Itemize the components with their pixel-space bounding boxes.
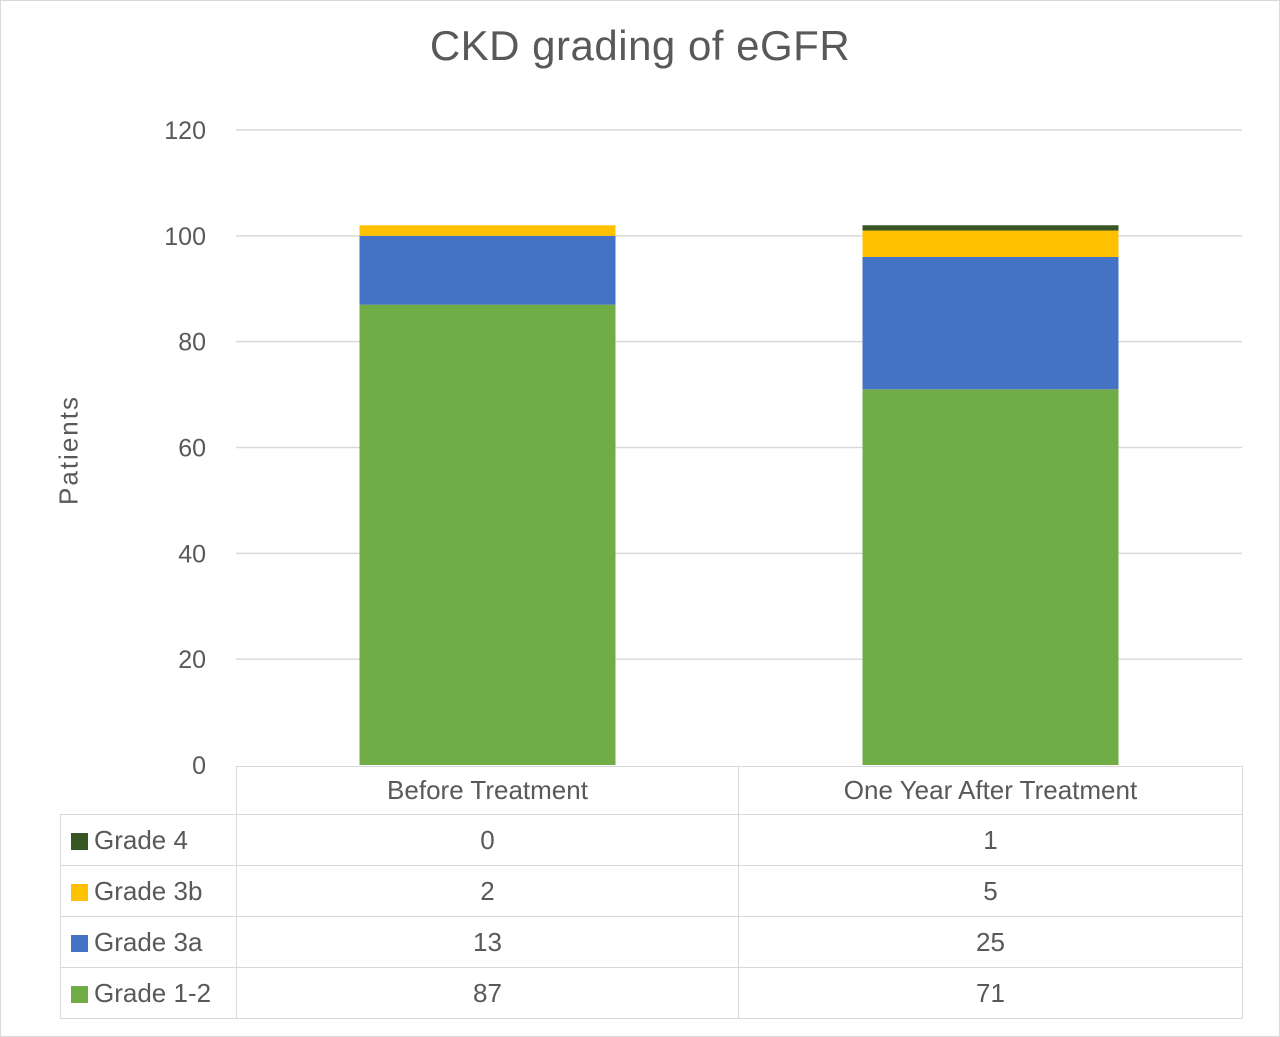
bar-segment [359,235,616,305]
bar-segment [359,304,616,765]
bar-segment [862,225,1119,231]
table-row: Grade 1-2 87 71 [60,967,1243,1019]
legend-swatch [71,883,88,901]
legend-entry: Grade 4 [60,814,237,866]
legend-swatch [71,985,88,1003]
table-row: Grade 3a 13 25 [60,916,1243,968]
legend-swatch [71,832,88,850]
data-label: 0 [236,814,739,866]
y-tick-label: 80 [178,329,206,357]
bar-segment [359,225,616,236]
legend-label: Grade 4 [94,824,188,855]
data-label: 2 [236,865,739,917]
bar-segment [862,257,1119,390]
data-label: 71 [738,967,1243,1019]
y-tick-label: 40 [178,540,206,568]
table-corner [60,766,237,815]
data-table: Before Treatment One Year After Treatment… [60,766,1243,1019]
y-tick-label: 100 [164,223,206,251]
data-label: 25 [738,916,1243,968]
bar-segment [862,389,1119,765]
x-tick-label: One Year After Treatment [738,766,1243,815]
chart-title: CKD grading of eGFR [429,22,851,69]
data-label: 1 [738,814,1243,866]
legend-entry: Grade 3a [60,916,237,968]
data-label: 87 [236,967,739,1019]
y-tick-label: 120 [164,117,206,145]
legend-label: Grade 3a [94,926,203,957]
legend-label: Grade 3b [94,875,203,906]
y-tick-label: 20 [178,646,206,674]
legend-label: Grade 1-2 [94,977,212,1008]
table-header-row: Before Treatment One Year After Treatment [60,766,1243,815]
x-tick-label: Before Treatment [236,766,739,815]
data-label: 13 [236,916,739,968]
data-label: 5 [738,865,1243,917]
legend-entry: Grade 1-2 [60,967,237,1019]
legend-entry: Grade 3b [60,865,237,917]
y-tick-label: 60 [178,435,206,463]
table-row: Grade 3b 2 5 [60,865,1243,917]
legend-swatch [71,934,88,952]
bar-segment [862,230,1119,257]
